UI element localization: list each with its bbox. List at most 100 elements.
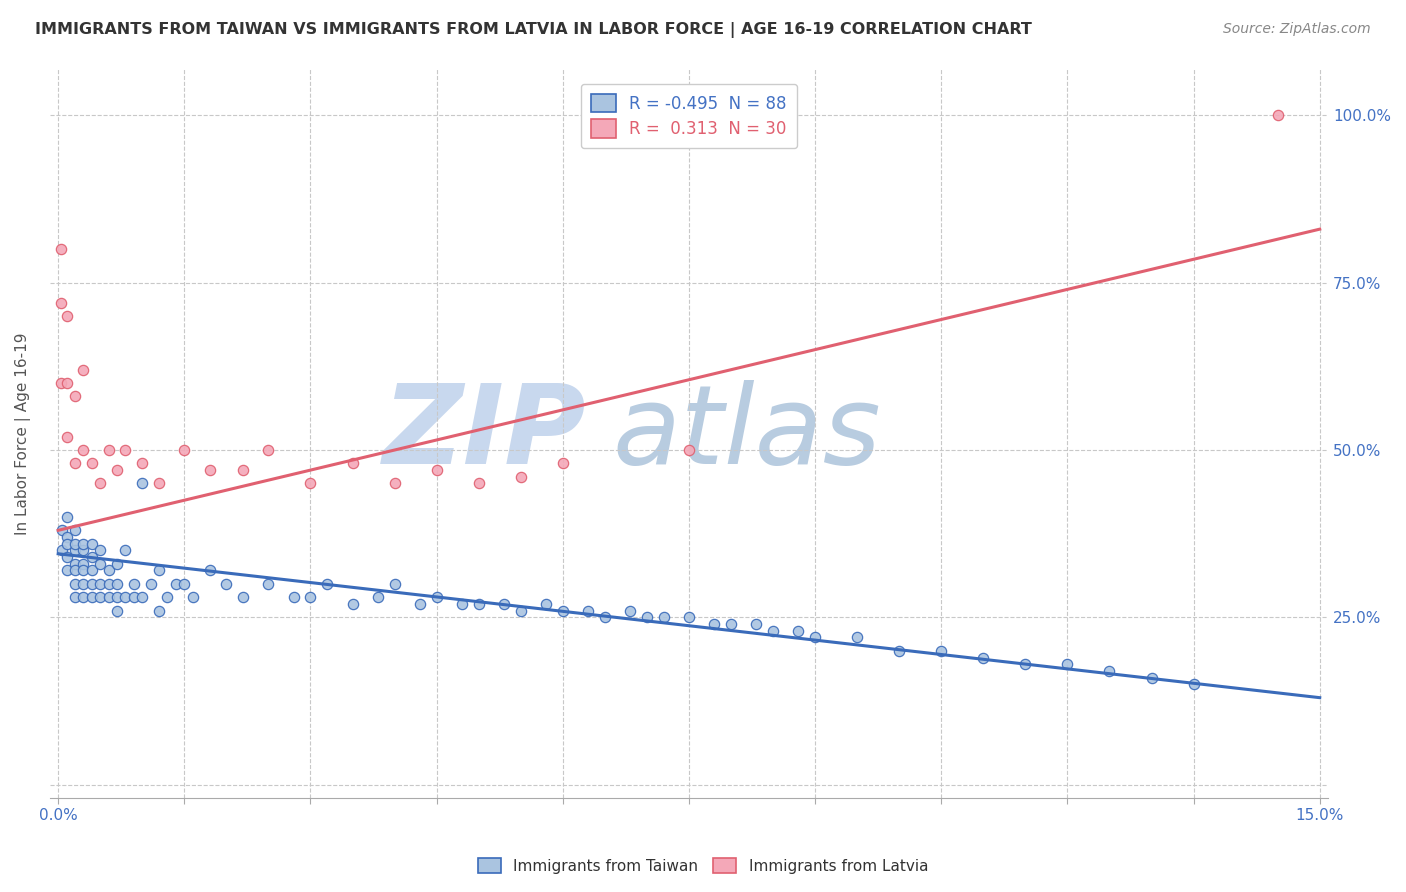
- Point: [89, 591, 111, 605]
- Point: [198, 463, 221, 477]
- Point: [509, 604, 531, 618]
- Point: [89, 577, 111, 591]
- Point: [342, 597, 364, 611]
- Point: [89, 476, 111, 491]
- Point: [450, 597, 472, 611]
- Text: ZIP: ZIP: [384, 380, 586, 487]
- Point: [63, 577, 86, 591]
- Point: [745, 617, 768, 632]
- Point: [63, 524, 86, 538]
- Point: [105, 577, 128, 591]
- Point: [156, 591, 179, 605]
- Point: [72, 564, 94, 578]
- Point: [972, 650, 994, 665]
- Point: [678, 610, 700, 624]
- Point: [105, 463, 128, 477]
- Point: [89, 557, 111, 571]
- Point: [63, 457, 86, 471]
- Point: [787, 624, 810, 638]
- Point: [148, 604, 170, 618]
- Point: [804, 631, 827, 645]
- Point: [257, 577, 280, 591]
- Point: [80, 457, 103, 471]
- Point: [342, 457, 364, 471]
- Text: Source: ZipAtlas.com: Source: ZipAtlas.com: [1223, 22, 1371, 37]
- Point: [173, 443, 195, 458]
- Point: [367, 591, 389, 605]
- Point: [426, 591, 449, 605]
- Point: [49, 295, 72, 310]
- Point: [703, 617, 725, 632]
- Point: [1014, 657, 1036, 672]
- Point: [55, 550, 77, 565]
- Point: [105, 591, 128, 605]
- Point: [80, 537, 103, 551]
- Point: [97, 591, 120, 605]
- Point: [299, 591, 322, 605]
- Point: [1056, 657, 1078, 672]
- Point: [299, 476, 322, 491]
- Point: [384, 577, 406, 591]
- Point: [89, 543, 111, 558]
- Point: [636, 610, 658, 624]
- Point: [80, 591, 103, 605]
- Point: [72, 557, 94, 571]
- Point: [63, 591, 86, 605]
- Point: [72, 362, 94, 376]
- Point: [215, 577, 238, 591]
- Point: [165, 577, 187, 591]
- Point: [509, 470, 531, 484]
- Point: [55, 510, 77, 524]
- Legend: Immigrants from Taiwan, Immigrants from Latvia: Immigrants from Taiwan, Immigrants from …: [472, 852, 934, 880]
- Point: [72, 577, 94, 591]
- Point: [55, 309, 77, 323]
- Point: [551, 457, 574, 471]
- Point: [384, 476, 406, 491]
- Point: [122, 577, 145, 591]
- Point: [593, 610, 616, 624]
- Point: [467, 476, 489, 491]
- Point: [122, 591, 145, 605]
- Y-axis label: In Labor Force | Age 16-19: In Labor Force | Age 16-19: [15, 332, 31, 534]
- Point: [762, 624, 785, 638]
- Point: [173, 577, 195, 591]
- Point: [1140, 671, 1163, 685]
- Point: [80, 577, 103, 591]
- Point: [148, 476, 170, 491]
- Point: [131, 476, 153, 491]
- Point: [929, 644, 952, 658]
- Point: [283, 591, 305, 605]
- Point: [55, 564, 77, 578]
- Point: [49, 242, 72, 256]
- Point: [316, 577, 339, 591]
- Point: [534, 597, 557, 611]
- Point: [576, 604, 599, 618]
- Point: [652, 610, 675, 624]
- Point: [97, 577, 120, 591]
- Point: [678, 443, 700, 458]
- Point: [139, 577, 162, 591]
- Point: [55, 537, 77, 551]
- Point: [49, 376, 72, 390]
- Point: [51, 524, 73, 538]
- Point: [232, 463, 254, 477]
- Point: [889, 644, 911, 658]
- Point: [1182, 677, 1205, 691]
- Point: [105, 604, 128, 618]
- Point: [846, 631, 869, 645]
- Point: [181, 591, 204, 605]
- Point: [409, 597, 432, 611]
- Point: [63, 537, 86, 551]
- Legend: R = -0.495  N = 88, R =  0.313  N = 30: R = -0.495 N = 88, R = 0.313 N = 30: [581, 84, 797, 148]
- Point: [105, 557, 128, 571]
- Point: [63, 543, 86, 558]
- Point: [72, 591, 94, 605]
- Point: [426, 463, 449, 477]
- Point: [80, 564, 103, 578]
- Text: atlas: atlas: [612, 380, 882, 487]
- Point: [114, 543, 136, 558]
- Point: [63, 557, 86, 571]
- Point: [55, 430, 77, 444]
- Point: [720, 617, 742, 632]
- Point: [63, 564, 86, 578]
